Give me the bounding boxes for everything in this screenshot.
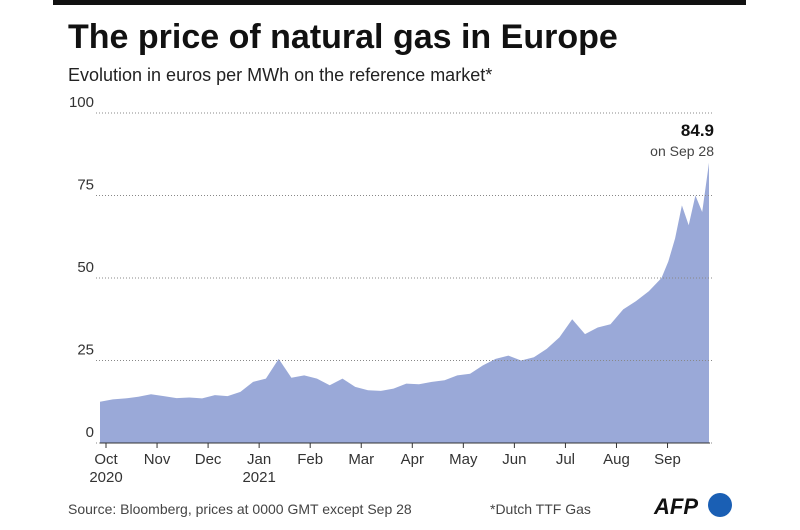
x-tick-label: Oct 2020 xyxy=(89,451,123,486)
annotation-value: 84.9 xyxy=(681,121,714,140)
y-tick-label: 25 xyxy=(77,342,94,359)
y-tick-label: 100 xyxy=(69,94,94,111)
x-tick-label: Jun xyxy=(502,451,527,468)
logo: AFP xyxy=(653,494,698,519)
x-tick-label: Aug xyxy=(603,451,630,468)
footnote: *Dutch TTF Gas xyxy=(490,501,591,517)
x-tick-label: Nov xyxy=(143,451,171,468)
x-tick-label: Apr xyxy=(400,451,424,468)
chart-subtitle: Evolution in euros per MWh on the refere… xyxy=(68,65,492,85)
source: Source: Bloomberg, prices at 0000 GMT ex… xyxy=(68,501,412,517)
logo-circle xyxy=(708,493,732,517)
x-tick-label: Jan 2021 xyxy=(242,451,276,486)
top-bar xyxy=(53,0,746,5)
y-tick-label: 50 xyxy=(77,259,94,276)
x-tick-label: Jul xyxy=(555,451,576,468)
x-tick-label: May xyxy=(449,451,478,468)
y-tick-label: 75 xyxy=(77,177,94,194)
annotation-date: on Sep 28 xyxy=(650,143,714,159)
x-tick-label: Feb xyxy=(297,451,324,468)
area xyxy=(100,162,709,444)
x-tick-label: Mar xyxy=(348,451,375,468)
y-tick-label: 0 xyxy=(86,424,94,441)
chart-title: The price of natural gas in Europe xyxy=(68,18,618,56)
x-tick-label: Sep xyxy=(654,451,681,468)
x-tick-label: Dec xyxy=(194,451,222,468)
